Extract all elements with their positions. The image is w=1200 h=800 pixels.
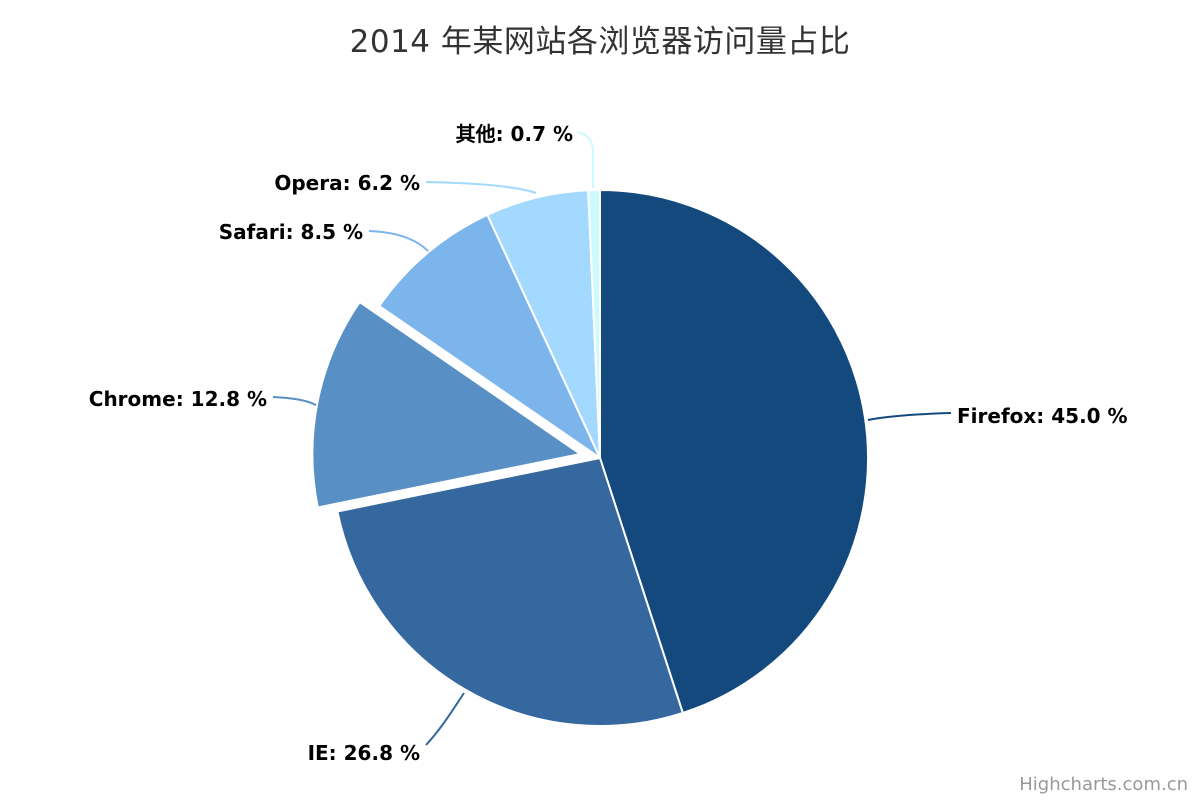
label-connector-chrome — [272, 396, 317, 406]
pie-slice-ie[interactable] — [336, 457, 684, 727]
label-connector-ie — [425, 692, 465, 746]
highcharts-credits-link[interactable]: Highcharts.com.cn — [1019, 774, 1188, 795]
pie-slice-firefox[interactable] — [599, 189, 870, 714]
slice-label-firefox: Firefox: 45.0 % — [957, 404, 1128, 428]
label-connector-opera — [425, 181, 537, 194]
slice-label-safari: Safari: 8.5 % — [219, 220, 363, 244]
label-connector-other — [576, 131, 594, 188]
slice-label-chrome: Chrome: 12.8 % — [89, 387, 267, 411]
label-connector-firefox — [867, 412, 952, 421]
label-connector-safari — [368, 230, 429, 252]
slice-label-ie: IE: 26.8 % — [308, 741, 420, 765]
chart-title: 2014 年某网站各浏览器访问量占比 — [349, 24, 851, 60]
pie-slice-safari[interactable] — [378, 213, 601, 459]
pie-slice-chrome[interactable] — [311, 301, 582, 509]
pie-slice-other[interactable] — [587, 189, 601, 459]
slice-label-other: 其他: 0.7 % — [456, 122, 573, 146]
slice-label-opera: Opera: 6.2 % — [274, 171, 420, 195]
